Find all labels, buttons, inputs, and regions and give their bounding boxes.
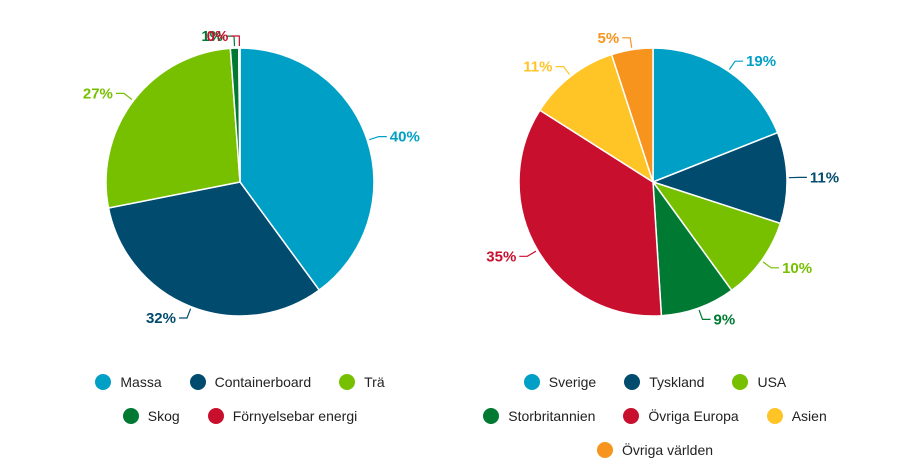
legend-item-storbritannien: Storbritannien bbox=[483, 408, 595, 424]
slice-övriga-europa bbox=[518, 109, 663, 317]
leader-line-sverige bbox=[728, 60, 744, 70]
data-label-övriga-europa: 35% bbox=[486, 248, 516, 265]
legend-item-skog: Skog bbox=[122, 408, 180, 424]
leader-line-storbritannien bbox=[698, 309, 711, 320]
legend-swatch bbox=[122, 408, 139, 424]
legend-label: Övriga världen bbox=[621, 442, 714, 458]
data-label-asien: 11% bbox=[523, 59, 552, 76]
legend-item-tyskland: Tyskland bbox=[624, 374, 704, 390]
data-label-containerboard: 32% bbox=[146, 310, 176, 327]
slice-usa bbox=[651, 180, 782, 292]
legend-item-förnyelsebar-energi: Förnyelsebar energi bbox=[207, 408, 358, 424]
legend-swatch bbox=[766, 408, 783, 424]
leader-line-förnyelsebar-energi bbox=[231, 35, 240, 47]
legend-label: Skog bbox=[147, 408, 180, 424]
legend-label: Förnyelsebar energi bbox=[232, 408, 358, 424]
data-label-usa: 10% bbox=[782, 260, 812, 277]
data-label-tyskland: 11% bbox=[810, 169, 839, 186]
slice-övriga-världen bbox=[610, 47, 654, 183]
legend-label: Storbritannien bbox=[508, 408, 596, 424]
data-label-förnyelsebar-energi: 0% bbox=[207, 28, 229, 45]
legend-label: Containerboard bbox=[214, 374, 312, 390]
legend-item-usa: USA bbox=[732, 374, 786, 390]
legend-swatch bbox=[483, 408, 500, 424]
legend-swatch bbox=[624, 374, 641, 390]
legend-label: Massa bbox=[120, 374, 162, 390]
legend-label: Sverige bbox=[548, 374, 597, 390]
legend-item-massa: Massa bbox=[95, 374, 162, 390]
legend-item-övriga-världen: Övriga världen bbox=[596, 442, 714, 458]
legend-label: Asien bbox=[791, 408, 827, 424]
leader-line-massa bbox=[369, 136, 387, 141]
slice-sverige bbox=[652, 47, 779, 184]
legend-swatch bbox=[596, 442, 613, 458]
legend-swatch bbox=[189, 374, 206, 390]
leader-line-trä bbox=[115, 92, 133, 100]
pie-left: 40% 32% 27% 1%0% bbox=[83, 28, 420, 327]
leader-line-asien bbox=[555, 65, 571, 75]
legend-label: Tyskland bbox=[649, 374, 705, 390]
legend-right: Sverige Tyskland USA Storbritannien Övriga E… bbox=[470, 374, 840, 458]
data-label-trä: 27% bbox=[83, 85, 113, 102]
leader-line-usa bbox=[762, 261, 780, 269]
data-label-storbritannien: 9% bbox=[714, 311, 736, 328]
legend-item-asien: Asien bbox=[766, 408, 827, 424]
slice-asien bbox=[538, 53, 655, 184]
data-label-övriga-världen: 5% bbox=[598, 30, 620, 47]
data-label-skog: 1% bbox=[201, 28, 223, 45]
legend-item-containerboard: Containerboard bbox=[189, 374, 312, 390]
legend-swatch bbox=[207, 408, 224, 424]
legend-label: USA bbox=[757, 374, 787, 390]
legend-swatch bbox=[339, 374, 356, 390]
legend-item-sverige: Sverige bbox=[523, 374, 597, 390]
legend-swatch bbox=[95, 374, 112, 390]
slice-förnyelsebar-energi bbox=[237, 47, 241, 183]
data-label-sverige: 19% bbox=[746, 53, 776, 70]
legend-label: Trä bbox=[364, 374, 385, 390]
legend-left: Massa Containerboard Trä Skog Förnyelsebar e… bbox=[60, 374, 420, 424]
leader-line-containerboard bbox=[179, 308, 192, 319]
data-label-massa: 40% bbox=[390, 129, 420, 146]
leader-line-övriga-världen bbox=[622, 37, 633, 48]
legend-swatch bbox=[732, 374, 749, 390]
legend-swatch bbox=[523, 374, 540, 390]
legend-swatch bbox=[623, 408, 640, 424]
pie-right: 19% 11% 10% 9% 35% 11% 5% bbox=[486, 30, 839, 329]
leader-line-övriga-europa bbox=[519, 250, 537, 257]
legend-item-övriga-europa: Övriga Europa bbox=[623, 408, 739, 424]
legend-label: Övriga Europa bbox=[648, 408, 739, 424]
slice-containerboard bbox=[107, 181, 321, 317]
slice-tyskland bbox=[650, 131, 788, 225]
legend-item-trä: Trä bbox=[339, 374, 385, 390]
slice-massa bbox=[239, 47, 375, 292]
slice-trä bbox=[105, 47, 241, 209]
